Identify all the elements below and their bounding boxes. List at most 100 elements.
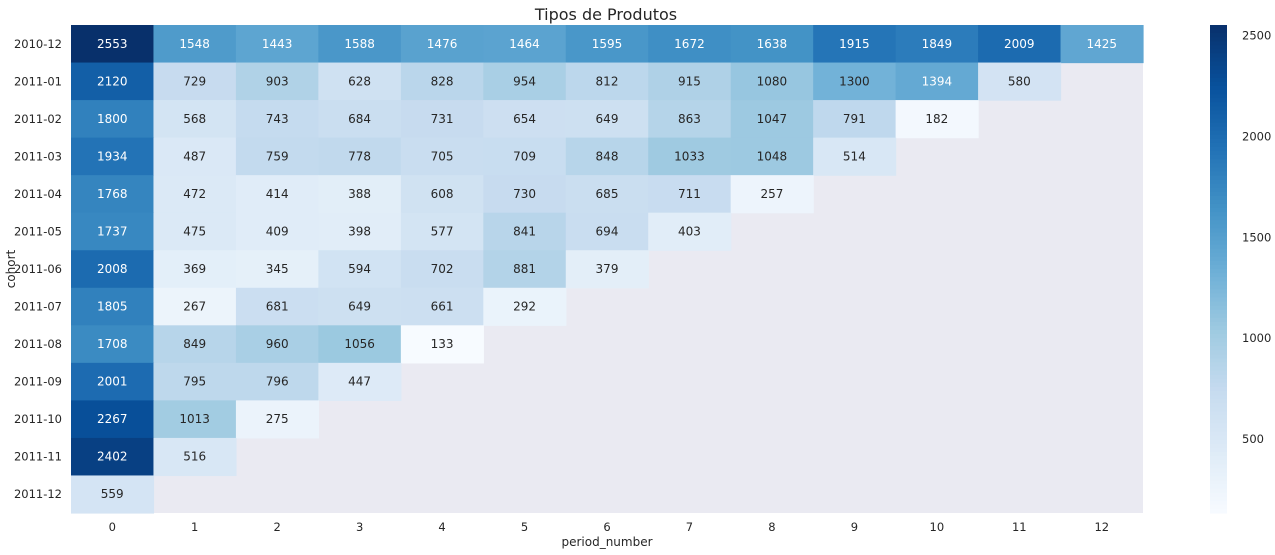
heatmap-cell — [730, 175, 814, 214]
colorbar-segment — [1210, 183, 1227, 189]
colorbar-segment — [1210, 191, 1227, 197]
heatmap-cell — [400, 100, 484, 139]
colorbar-segment — [1210, 293, 1227, 299]
cell-value-label: 1033 — [674, 149, 705, 163]
heatmap-cell — [400, 175, 484, 214]
colorbar-segment — [1210, 134, 1227, 140]
colorbar-segment — [1210, 443, 1227, 449]
heatmap-cell — [318, 175, 402, 214]
colorbar-segment — [1210, 167, 1227, 172]
x-tick-label: 10 — [930, 520, 945, 534]
colorbar-segment — [1210, 435, 1227, 441]
cell-value-label: 379 — [596, 262, 619, 276]
cell-value-label: 903 — [266, 74, 289, 88]
colorbar-segment — [1210, 224, 1227, 229]
cell-value-label: 729 — [183, 74, 206, 88]
cell-value-label: 694 — [596, 224, 619, 238]
cell-value-label: 812 — [596, 74, 619, 88]
cell-value-label: 2553 — [97, 37, 128, 51]
colorbar-tick-label: 1500 — [1242, 230, 1271, 244]
cell-value-label: 2267 — [97, 412, 128, 426]
colorbar-segment — [1210, 29, 1227, 34]
heatmap-cell — [235, 25, 319, 64]
heatmap-cell — [71, 400, 155, 439]
heatmap-cell — [565, 25, 649, 64]
colorbar-segment — [1210, 374, 1227, 380]
heatmap-cell — [71, 25, 155, 64]
colorbar-segment — [1210, 118, 1227, 124]
colorbar-segment — [1210, 45, 1227, 50]
cell-value-label: 730 — [513, 187, 536, 201]
colorbar-segment — [1210, 208, 1227, 213]
cell-value-label: 1443 — [262, 37, 293, 51]
cell-value-label: 472 — [183, 187, 206, 201]
cell-value-label: 1300 — [839, 74, 870, 88]
colorbar-segment — [1210, 130, 1227, 136]
colorbar-segment — [1210, 321, 1227, 327]
colorbar-segment — [1210, 102, 1227, 107]
heatmap-cell — [71, 62, 155, 101]
colorbar-segment — [1210, 33, 1227, 38]
x-tick-label: 1 — [191, 520, 198, 534]
colorbar-segment — [1210, 81, 1227, 87]
y-tick-label: 2011-08 — [14, 337, 62, 351]
heatmap-cell — [730, 25, 814, 64]
heatmap-cell — [71, 175, 155, 214]
colorbar-segment — [1210, 86, 1227, 91]
cell-value-label: 863 — [678, 112, 701, 126]
colorbar-segment — [1210, 496, 1227, 502]
colorbar-segment — [1210, 386, 1227, 392]
heatmap-cell — [648, 137, 732, 176]
cell-value-label: 684 — [348, 112, 371, 126]
y-tick-label: 2011-02 — [14, 112, 62, 126]
heatmap-cell — [813, 25, 897, 64]
heatmap-cell — [153, 212, 237, 251]
cell-value-label: 257 — [760, 187, 783, 201]
y-tick-label: 2011-11 — [14, 450, 62, 464]
cell-value-label: 705 — [431, 149, 454, 163]
heatmap-cell — [400, 62, 484, 101]
heatmap-cell — [400, 137, 484, 176]
colorbar-segment — [1210, 90, 1227, 95]
heatmap-cell — [648, 25, 732, 64]
y-tick-label: 2011-07 — [14, 300, 62, 314]
cell-value-label: 1805 — [97, 300, 128, 314]
cell-value-label: 1768 — [97, 187, 128, 201]
heatmap-cell — [71, 100, 155, 139]
colorbar-segment — [1210, 240, 1227, 246]
colorbar-segment — [1210, 61, 1227, 67]
colorbar-segment — [1210, 456, 1227, 461]
cell-value-label: 580 — [1008, 74, 1031, 88]
x-tick-label: 8 — [768, 520, 775, 534]
heatmap-cell — [978, 25, 1062, 64]
x-tick-label: 9 — [851, 520, 858, 534]
cell-value-label: 796 — [266, 375, 289, 389]
heatmap-cell — [318, 25, 402, 64]
colorbar-segment — [1210, 147, 1227, 152]
heatmap-cell — [153, 250, 237, 289]
cell-value-label: 267 — [183, 300, 206, 314]
cell-value-label: 1394 — [922, 74, 953, 88]
colorbar-segment — [1210, 236, 1227, 242]
heatmap-cell — [71, 137, 155, 176]
colorbar-segment — [1210, 285, 1227, 290]
heatmap-cell — [895, 100, 979, 139]
heatmap-cell — [1060, 25, 1144, 64]
colorbar-segment — [1210, 297, 1227, 303]
heatmap-cell — [813, 100, 897, 139]
heatmap-cell — [730, 62, 814, 101]
cell-value-label: 514 — [843, 149, 866, 163]
x-tick-label: 2 — [273, 520, 280, 534]
cell-value-label: 795 — [183, 375, 206, 389]
heatmap-cell — [235, 175, 319, 214]
cell-value-label: 1708 — [97, 337, 128, 351]
colorbar-segment — [1210, 468, 1227, 473]
cell-value-label: 559 — [101, 487, 124, 501]
colorbar-segment — [1210, 476, 1227, 482]
heatmap-cell — [895, 62, 979, 101]
colorbar-segment — [1210, 411, 1227, 416]
colorbar-segment — [1210, 342, 1227, 347]
heatmap-cell — [483, 100, 567, 139]
heatmap-cell — [235, 362, 319, 401]
